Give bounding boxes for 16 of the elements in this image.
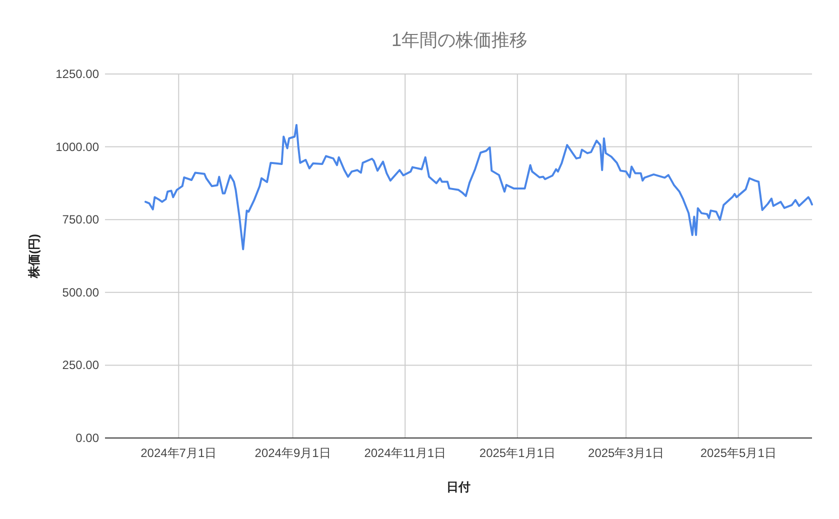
y-tick-label: 500.00 bbox=[62, 285, 100, 300]
y-tick-label: 1000.00 bbox=[56, 140, 100, 154]
x-tick-label: 2024年9月1日 bbox=[254, 446, 331, 460]
line-series bbox=[144, 124, 813, 250]
y-tick-label: 750.00 bbox=[62, 212, 100, 227]
x-axis-title: 日付 bbox=[446, 480, 470, 494]
x-tick-label: 2025年1月1日 bbox=[479, 446, 556, 460]
y-tick-label: 1250.00 bbox=[56, 67, 100, 81]
y-axis-title: 株価(円) bbox=[27, 234, 41, 279]
y-tick-label: 250.00 bbox=[62, 358, 100, 372]
x-tick-label: 2025年3月1日 bbox=[588, 446, 664, 460]
x-tick-label: 2025年5月1日 bbox=[700, 446, 776, 460]
y-tick-label: 0.00 bbox=[76, 431, 100, 445]
chart-title: 1年間の株価推移 bbox=[391, 30, 528, 50]
x-tick-label: 2024年7月1日 bbox=[140, 446, 217, 460]
x-tick-label: 2024年11月1日 bbox=[364, 446, 446, 460]
